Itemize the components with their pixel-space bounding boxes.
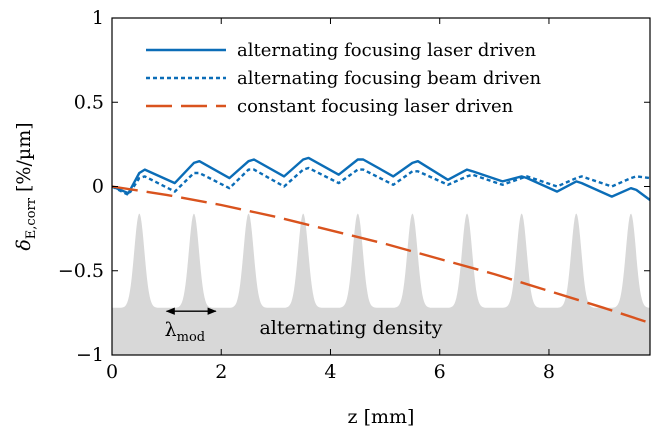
- y-tick-label: −1: [76, 344, 104, 366]
- x-tick-label: 2: [215, 361, 227, 383]
- y-tick-label: 0.5: [74, 91, 104, 113]
- density-background: [112, 213, 650, 355]
- series-line-3: [112, 185, 650, 325]
- y-axis-label-sub: E,corr: [24, 197, 39, 239]
- y-tick-label: 0: [92, 176, 104, 198]
- series-line-2: [112, 166, 650, 197]
- x-axis-label: z [mm]: [348, 406, 415, 428]
- x-tick-label: 4: [324, 361, 336, 383]
- x-tick-label: 0: [106, 361, 118, 383]
- lambda-label-sub: mod: [177, 330, 205, 345]
- density-label: alternating density: [259, 317, 442, 339]
- x-tick-label: 6: [434, 361, 446, 383]
- x-tick-label: 8: [543, 361, 555, 383]
- y-tick-label: −0.5: [58, 260, 104, 282]
- legend: alternating focusing laser driven alterna…: [146, 40, 542, 117]
- lambda-label-main: λ: [165, 319, 177, 341]
- lambda-label: λmod: [165, 319, 206, 345]
- ticks-layer: 0 2 4 6 8 1 0.5 0 −0.5 −1: [58, 7, 650, 383]
- series-layer: [112, 156, 650, 325]
- density-area: [112, 213, 650, 355]
- legend-label-1: alternating focusing laser driven: [237, 40, 537, 61]
- legend-label-2: alternating focusing beam driven: [237, 68, 542, 89]
- legend-label-3: constant focusing laser driven: [237, 96, 514, 117]
- y-axis-label-main: δ: [13, 239, 35, 250]
- y-tick-label: 1: [92, 7, 104, 29]
- y-axis-label: δE,corr [%/µm]: [13, 122, 39, 250]
- annotation-lambda: λmod: [165, 307, 217, 345]
- series-line-1: [112, 156, 650, 201]
- y-axis-label-unit: [%/µm]: [13, 122, 35, 198]
